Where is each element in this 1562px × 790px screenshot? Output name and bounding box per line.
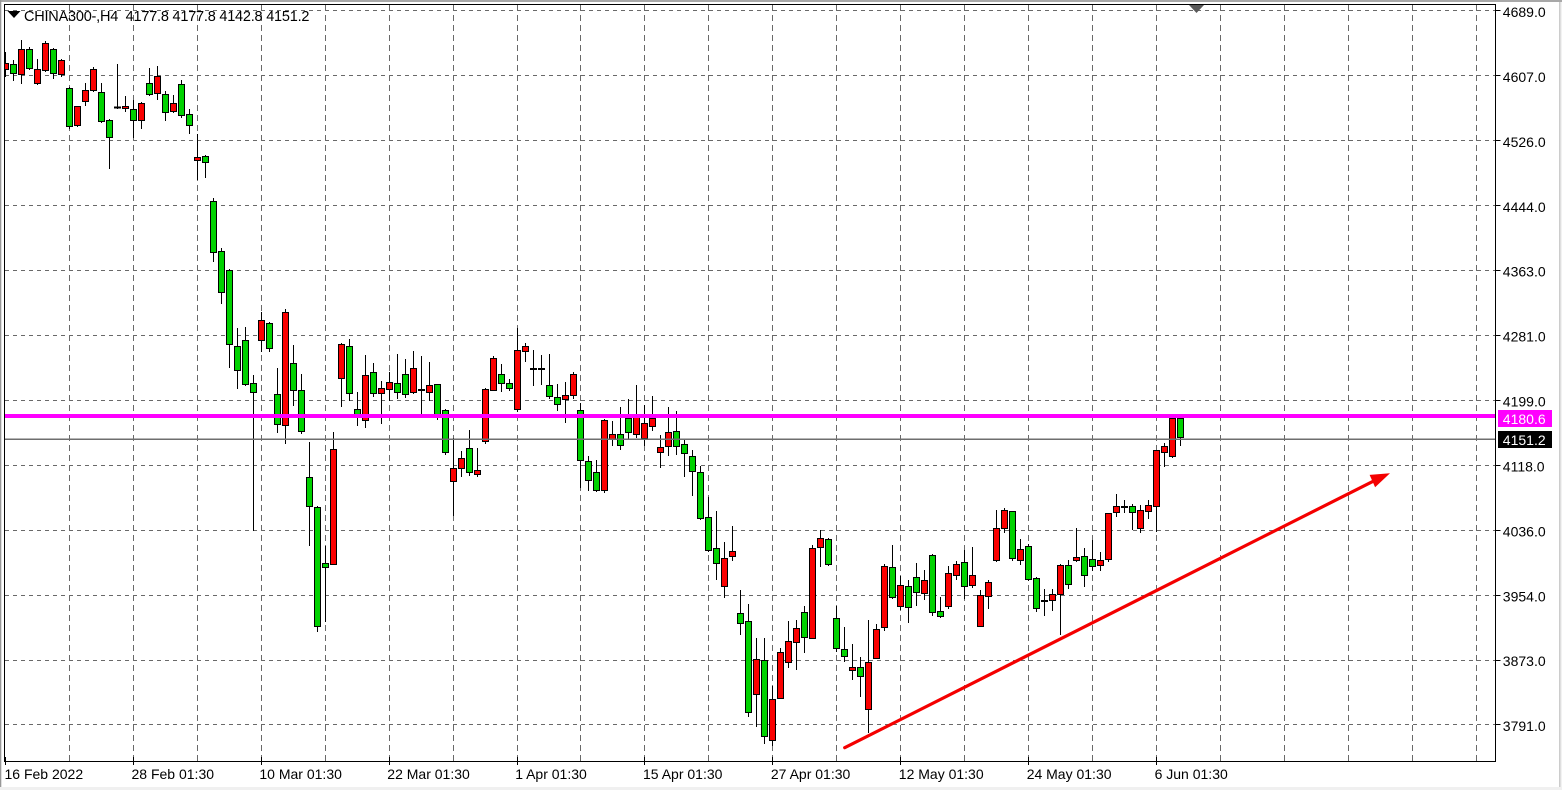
svg-text:4607.0: 4607.0 <box>1503 69 1546 85</box>
svg-text:CHINA300-,H4 4177.8 4177.8 41: CHINA300-,H4 4177.8 4177.8 4142.8 4151.2 <box>24 9 309 25</box>
svg-text:4363.0: 4363.0 <box>1503 264 1546 280</box>
svg-text:4199.0: 4199.0 <box>1503 394 1546 410</box>
svg-text:4444.0: 4444.0 <box>1503 199 1546 215</box>
svg-text:27 Apr 01:30: 27 Apr 01:30 <box>771 766 851 782</box>
svg-text:28 Feb 01:30: 28 Feb 01:30 <box>132 766 215 782</box>
svg-text:22 Mar 01:30: 22 Mar 01:30 <box>387 766 470 782</box>
svg-text:15 Apr 01:30: 15 Apr 01:30 <box>643 766 723 782</box>
svg-text:16 Feb 2022: 16 Feb 2022 <box>5 766 84 782</box>
svg-text:3791.0: 3791.0 <box>1503 718 1546 734</box>
svg-text:3954.0: 3954.0 <box>1503 588 1546 604</box>
svg-text:4151.2: 4151.2 <box>1503 432 1546 448</box>
svg-text:6 Jun 01:30: 6 Jun 01:30 <box>1155 766 1228 782</box>
svg-text:4118.0: 4118.0 <box>1503 459 1545 475</box>
svg-text:10 Mar 01:30: 10 Mar 01:30 <box>259 766 342 782</box>
svg-text:3873.0: 3873.0 <box>1503 653 1546 669</box>
svg-text:4526.0: 4526.0 <box>1503 134 1546 150</box>
svg-text:24 May 01:30: 24 May 01:30 <box>1027 766 1112 782</box>
svg-text:4281.0: 4281.0 <box>1503 329 1546 345</box>
svg-text:12 May 01:30: 12 May 01:30 <box>899 766 984 782</box>
svg-text:1 Apr 01:30: 1 Apr 01:30 <box>515 766 587 782</box>
svg-text:4180.6: 4180.6 <box>1503 411 1546 427</box>
svg-text:4036.0: 4036.0 <box>1503 523 1546 539</box>
svg-text:4689.0: 4689.0 <box>1503 4 1546 20</box>
